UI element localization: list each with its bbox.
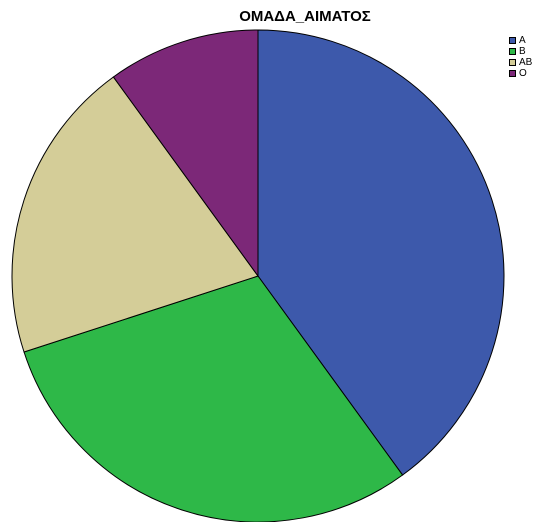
- pie-slice-o: [112, 29, 259, 278]
- legend-swatch: [509, 70, 516, 77]
- legend-label: AB: [519, 57, 533, 68]
- legend-swatch: [509, 37, 516, 44]
- chart-title: ΟΜΑΔΑ_ΑΙΜΑΤΟΣ: [239, 8, 371, 25]
- pie-slice-b: [23, 275, 404, 522]
- legend-label: O: [519, 68, 527, 79]
- legend-item-o: O: [509, 68, 532, 79]
- legend-label: A: [519, 35, 526, 46]
- pie-slice-a: [257, 29, 505, 476]
- legend-item-ab: AB: [509, 57, 532, 68]
- legend: A B AB O: [509, 35, 532, 79]
- legend-item-b: B: [509, 46, 532, 57]
- legend-label: B: [519, 46, 526, 57]
- legend-swatch: [509, 59, 516, 66]
- legend-item-a: A: [509, 35, 532, 46]
- pie-slice-ab: [11, 76, 259, 353]
- legend-swatch: [509, 48, 516, 55]
